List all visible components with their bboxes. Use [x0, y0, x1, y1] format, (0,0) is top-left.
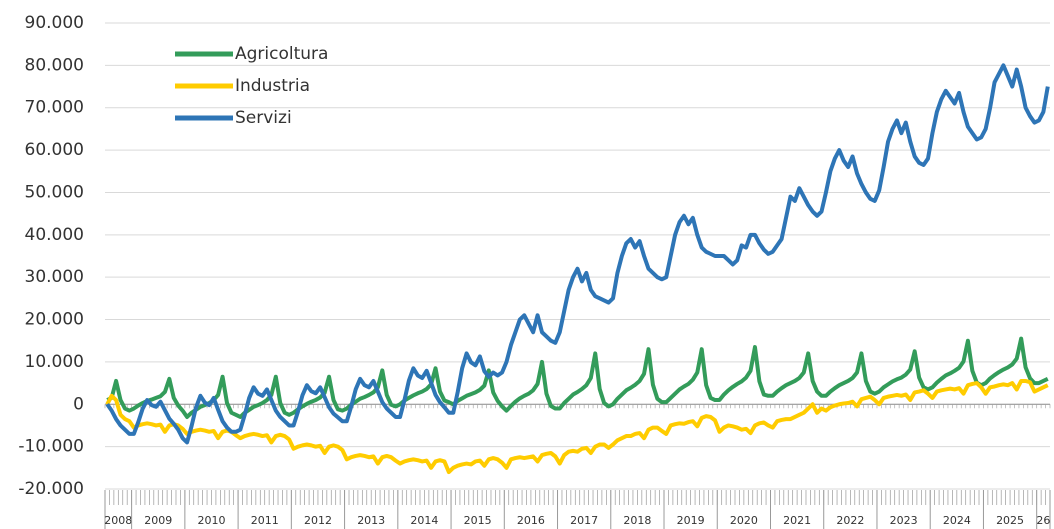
y-tick-label: 10.000 — [25, 352, 84, 372]
x-tick-label: 2016 — [517, 514, 545, 527]
y-tick-label: 0 — [73, 394, 84, 414]
series-line — [106, 336, 1049, 419]
x-tick-label: 2021 — [783, 514, 811, 527]
x-tick-label: 2011 — [251, 514, 279, 527]
y-tick-label: -20.000 — [18, 479, 84, 499]
y-tick-label: 70.000 — [25, 98, 84, 118]
x-tick-label: 2015 — [464, 514, 492, 527]
series-line — [105, 63, 1050, 445]
x-tick-label: 2025 — [996, 514, 1024, 527]
x-tick-label: 2019 — [677, 514, 705, 527]
x-tick-label: 2022 — [836, 514, 864, 527]
y-tick-label: 30.000 — [25, 267, 84, 287]
y-tick-label: 50.000 — [25, 182, 84, 202]
x-tick-label: 2014 — [410, 514, 438, 527]
x-tick-label: 2010 — [197, 514, 225, 527]
y-tick-label: 90.000 — [25, 13, 84, 33]
x-tick-label: 2018 — [623, 514, 651, 527]
y-tick-label: 40.000 — [25, 225, 84, 245]
series-line — [105, 378, 1049, 475]
y-tick-label: 20.000 — [25, 310, 84, 330]
legend-label: Agricoltura — [235, 44, 328, 64]
y-tick-label: 60.000 — [25, 140, 84, 160]
x-tick-label: 2024 — [943, 514, 971, 527]
legend-label: Servizi — [235, 108, 292, 128]
x-tick-label: 2009 — [144, 514, 172, 527]
x-tick-label: 2013 — [357, 514, 385, 527]
x-tick-label: 2020 — [730, 514, 758, 527]
y-tick-label: -10.000 — [18, 437, 84, 457]
y-tick-label: 80.000 — [25, 55, 84, 75]
x-tick-label: 26 — [1036, 514, 1050, 527]
legend-label: Industria — [235, 76, 310, 96]
x-tick-label: 2017 — [570, 514, 598, 527]
x-tick-label: 2023 — [890, 514, 918, 527]
x-tick-label: 2012 — [304, 514, 332, 527]
x-tick-label: 2008 — [104, 514, 132, 527]
